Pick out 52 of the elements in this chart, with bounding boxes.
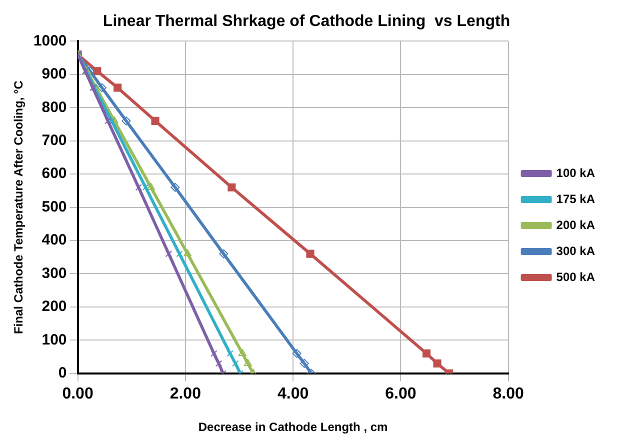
y-tick-label: 800 bbox=[42, 98, 67, 116]
point bbox=[142, 184, 149, 191]
point bbox=[104, 118, 112, 124]
y-axis-title: Final Cathode Temperature After Cooling, °C bbox=[12, 80, 26, 334]
y-tick-label: 0 bbox=[58, 364, 67, 382]
point bbox=[422, 349, 431, 358]
point bbox=[97, 83, 106, 92]
point bbox=[184, 249, 192, 256]
point bbox=[228, 183, 236, 192]
x-tick-label: 2.00 bbox=[170, 385, 202, 402]
point bbox=[165, 250, 172, 258]
y-tick-label: 200 bbox=[42, 298, 67, 316]
x-axis-title: Decrease in Cathode Length , cm bbox=[198, 420, 388, 434]
point bbox=[238, 348, 246, 356]
point bbox=[176, 250, 183, 258]
x-tick-label: 4.00 bbox=[277, 385, 309, 402]
y-tick-label: 100 bbox=[42, 331, 67, 348]
point bbox=[110, 116, 118, 124]
point bbox=[151, 116, 160, 125]
x-tick-label: 6.00 bbox=[385, 385, 416, 402]
point bbox=[244, 358, 252, 366]
y-tick-label: 400 bbox=[42, 232, 67, 249]
point bbox=[135, 184, 142, 191]
point bbox=[219, 249, 228, 258]
x-tick-label: 0.00 bbox=[62, 385, 94, 402]
x-tick-label: 8.00 bbox=[492, 385, 524, 402]
point bbox=[122, 116, 131, 126]
legend-label: 300 kA bbox=[556, 244, 596, 258]
point bbox=[433, 359, 442, 368]
point bbox=[226, 350, 234, 357]
y-tick-label: 500 bbox=[42, 198, 67, 216]
chart-title: Linear Thermal Shrkage of Cathode Lining vs Length bbox=[102, 13, 510, 30]
y-tick-label: 600 bbox=[42, 165, 67, 182]
y-tick-label: 900 bbox=[42, 66, 67, 83]
point bbox=[292, 348, 302, 358]
legend-label: 100 kA bbox=[556, 166, 596, 180]
point bbox=[146, 182, 155, 190]
point bbox=[300, 358, 309, 368]
point bbox=[114, 84, 122, 92]
y-tick-label: 300 bbox=[42, 264, 67, 282]
legend-label: 500 kA bbox=[556, 270, 596, 284]
legend-label: 175 kA bbox=[556, 192, 596, 206]
point bbox=[170, 182, 180, 192]
point bbox=[306, 250, 314, 258]
y-tick-label: 1000 bbox=[33, 32, 67, 50]
point bbox=[93, 67, 102, 76]
point bbox=[215, 360, 222, 367]
point bbox=[232, 360, 239, 367]
y-tick-label: 700 bbox=[42, 132, 67, 149]
point bbox=[108, 118, 115, 124]
point bbox=[210, 350, 218, 357]
legend-label: 200 kA bbox=[556, 218, 596, 232]
